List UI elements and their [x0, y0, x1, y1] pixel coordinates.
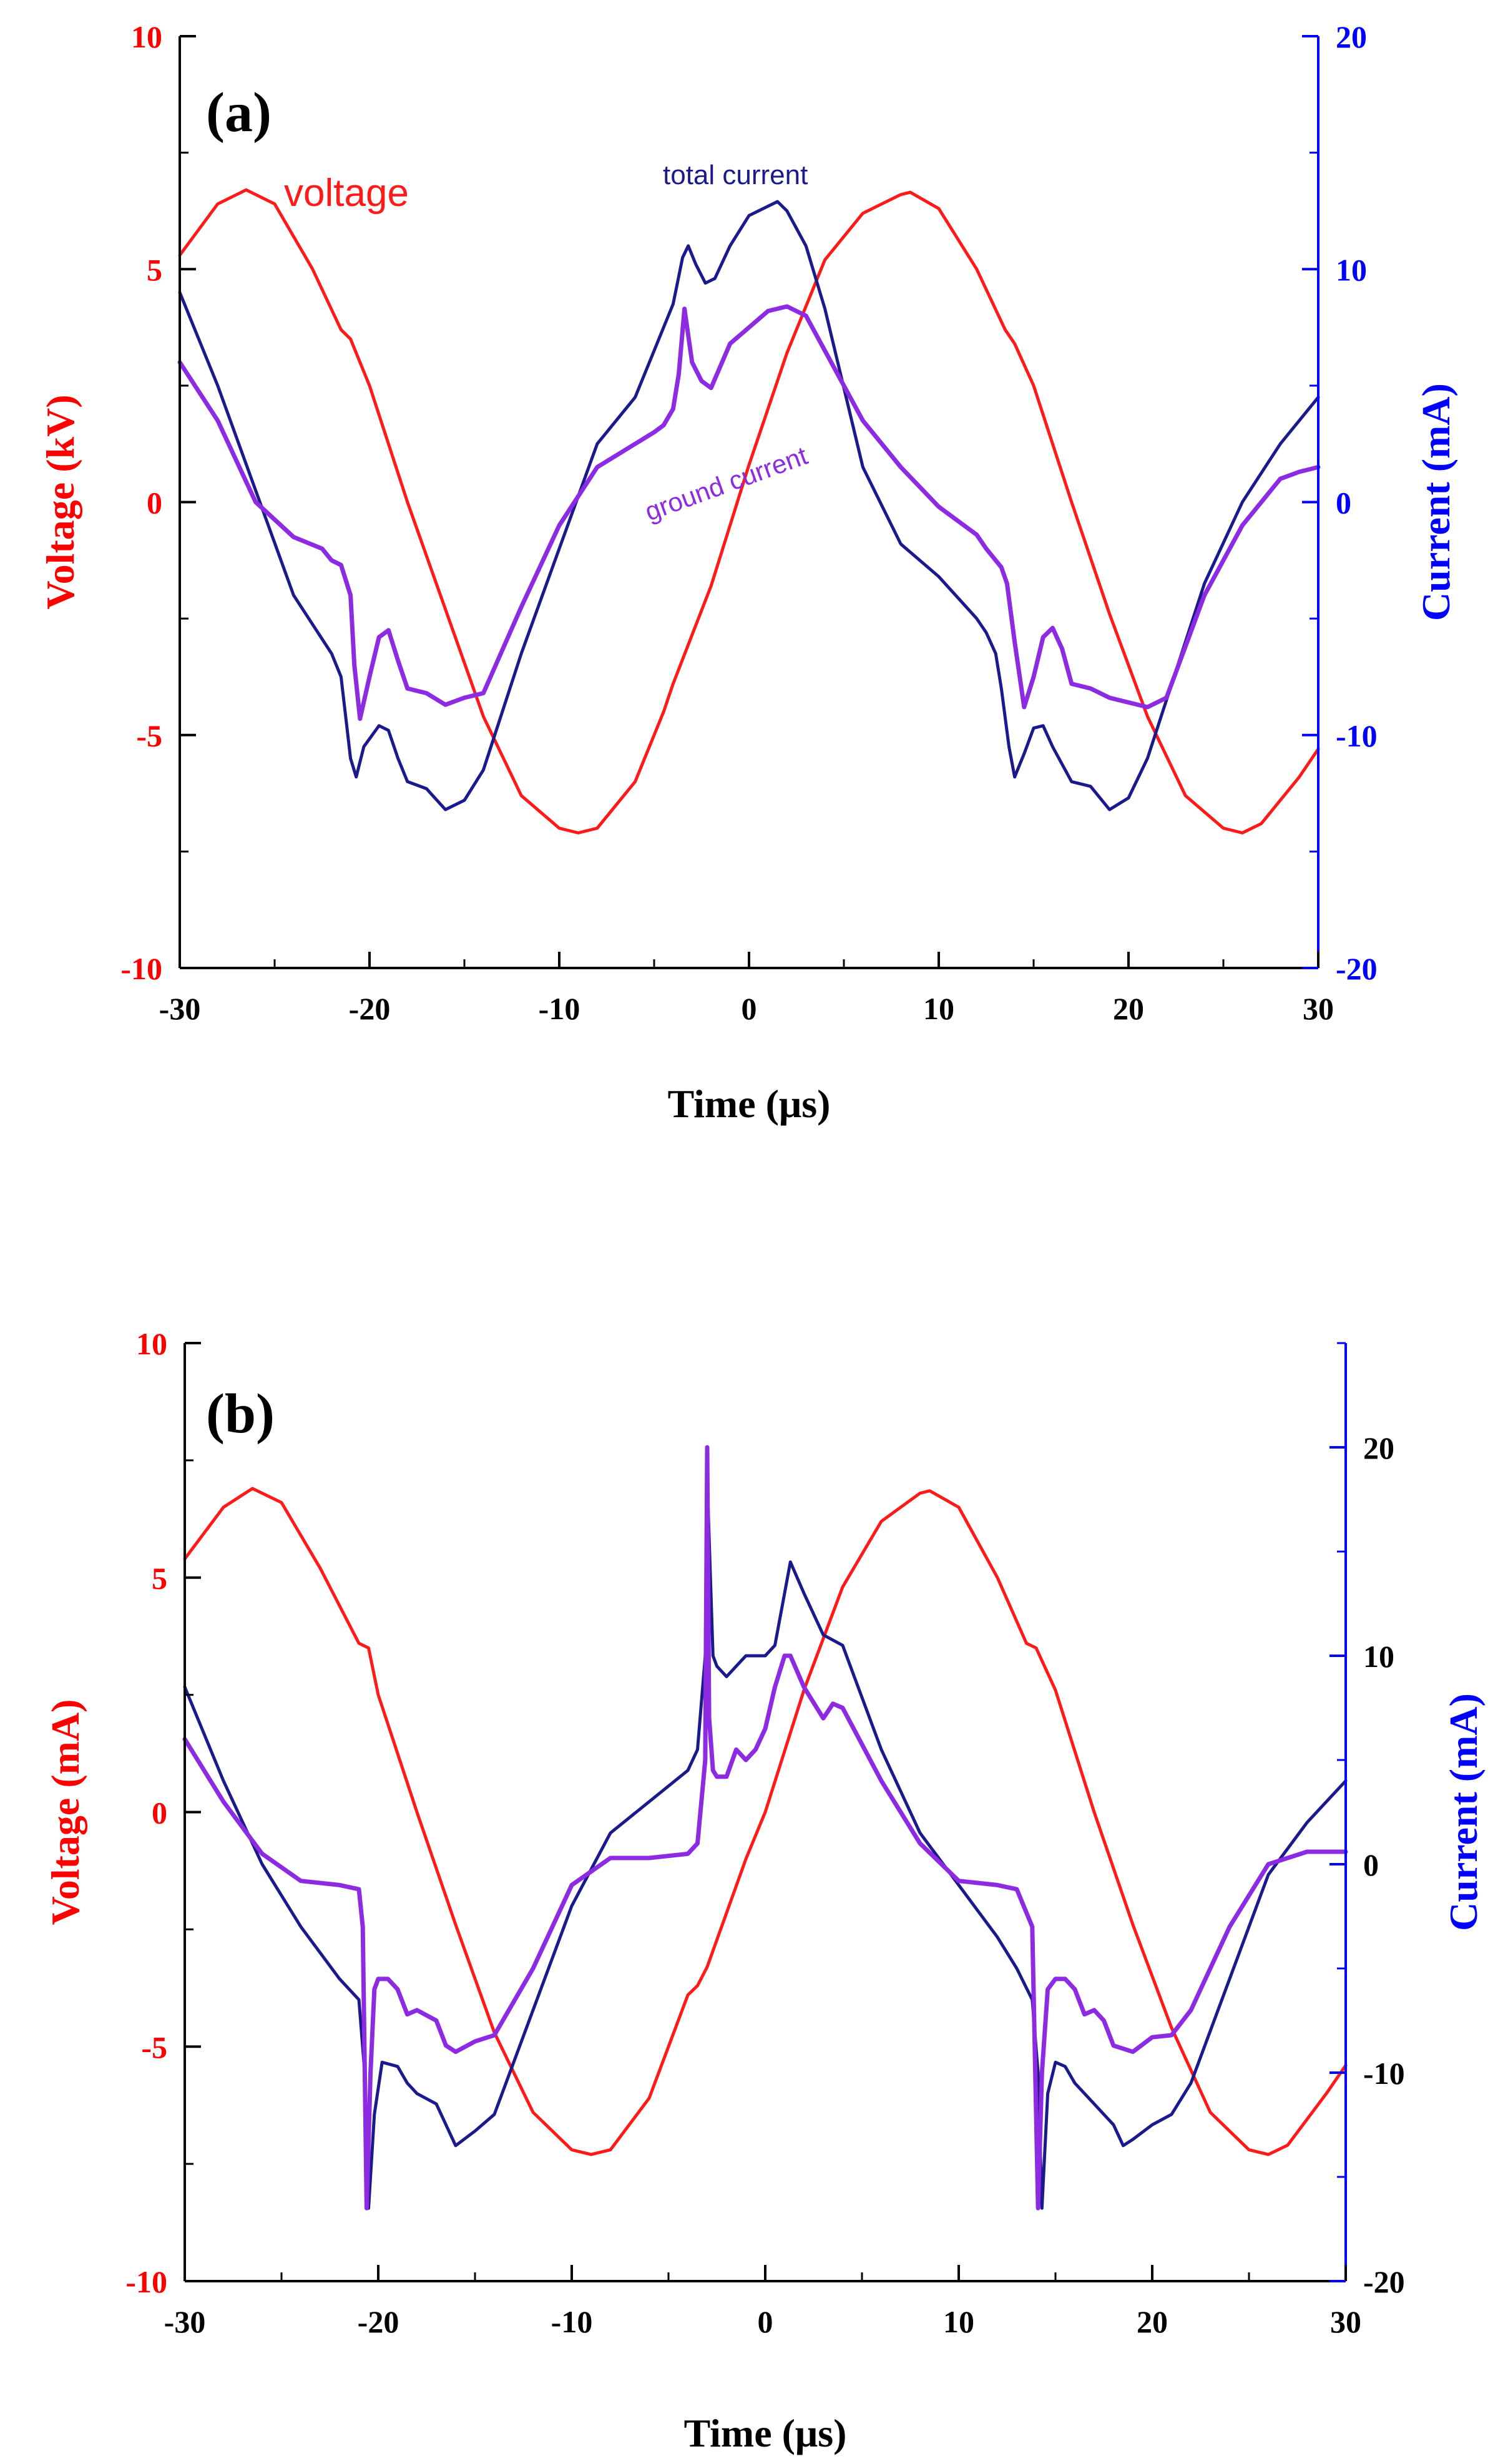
x-tick-label: -10 — [539, 991, 580, 1026]
annotation-ground-current: ground current — [641, 441, 811, 527]
right-y-tick-label: 10 — [1336, 252, 1367, 287]
series-line-ground-current — [182, 1445, 1348, 2211]
left-y-tick-label: -5 — [136, 718, 162, 753]
panel-label: (b) — [206, 1383, 275, 1445]
annotation-total-current: total current — [663, 160, 808, 190]
panel-label: (a) — [206, 82, 272, 144]
right-y-axis-title: Current (mA) — [1414, 383, 1458, 621]
right-y-tick-label: -20 — [1336, 951, 1378, 986]
right-y-axis-title: Current (mA) — [1441, 1693, 1486, 1931]
x-tick-label: 30 — [1330, 2304, 1361, 2339]
x-tick-label: 0 — [742, 991, 757, 1026]
series-line-voltage — [183, 1487, 1348, 2156]
right-y-tick-label: 20 — [1363, 1430, 1394, 1465]
chart-panel-a: -30 -20 -10 0 10 20 30 -10 -5 0 5 10 -20 -10 0 10 20 Time… — [38, 19, 1458, 1126]
x-tick-label: -20 — [358, 2304, 399, 2339]
left-y-tick-label: 5 — [147, 252, 162, 287]
right-y-tick-label: -10 — [1336, 718, 1378, 753]
right-y-tick-label: 10 — [1363, 1639, 1394, 1674]
x-tick-label: -30 — [164, 2304, 206, 2339]
x-tick-label: 20 — [1113, 991, 1144, 1026]
x-tick-label: 10 — [923, 991, 954, 1026]
x-tick-label: -20 — [349, 991, 391, 1026]
annotation-voltage: voltage — [284, 172, 409, 215]
left-y-tick-label: 0 — [152, 1796, 167, 1831]
x-tick-label: -30 — [159, 991, 201, 1026]
left-y-tick-label: 10 — [136, 1326, 167, 1361]
series-line-total-current — [178, 200, 1320, 811]
left-y-tick-label: 0 — [147, 486, 162, 521]
x-tick-label: 30 — [1303, 991, 1334, 1026]
x-tick-label: 10 — [943, 2304, 974, 2339]
left-y-axis-title: Voltage (mA) — [43, 1699, 87, 1925]
left-y-tick-label: -10 — [120, 951, 162, 986]
chart-panel-b: -30 -20 -10 0 10 20 30 -10 -5 0 5 10 -20 -10 0 10 20 Time… — [43, 1326, 1486, 2455]
left-y-axis-title: Voltage (kV) — [38, 394, 82, 609]
right-y-tick-label: 0 — [1363, 1847, 1379, 1882]
series-line-voltage — [178, 188, 1320, 834]
left-y-tick-label: -5 — [141, 2030, 167, 2065]
series-line-total-current — [183, 1477, 1348, 2210]
x-tick-label: -10 — [551, 2304, 593, 2339]
x-tick-label: 20 — [1137, 2304, 1168, 2339]
left-y-tick-label: 10 — [131, 19, 162, 54]
x-axis-title: Time (μs) — [684, 2411, 847, 2455]
right-y-tick-label: 0 — [1336, 486, 1351, 521]
x-tick-label: 0 — [758, 2304, 773, 2339]
series-line-ground-current — [177, 304, 1321, 721]
x-axis-title: Time (μs) — [668, 1082, 831, 1126]
right-y-tick-label: 20 — [1336, 19, 1367, 54]
left-y-tick-label: -10 — [125, 2264, 167, 2299]
left-y-tick-label: 5 — [152, 1561, 167, 1596]
right-y-tick-label: -20 — [1363, 2264, 1405, 2299]
right-y-tick-label: -10 — [1363, 2056, 1405, 2091]
